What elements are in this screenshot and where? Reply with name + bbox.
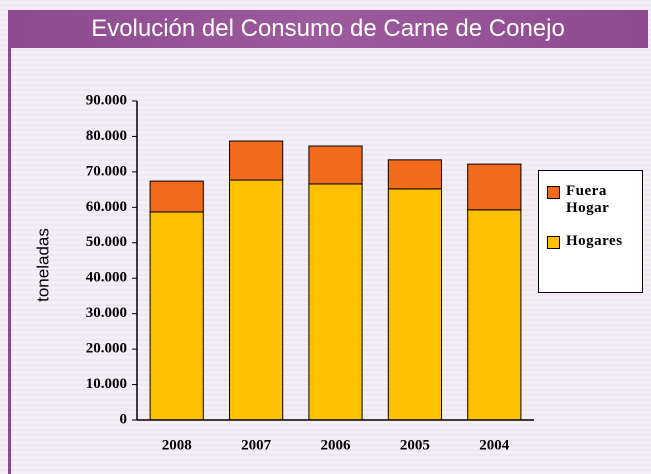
y-tick-label: 50.000: [86, 234, 127, 250]
y-tick-label: 60.000: [86, 199, 127, 215]
x-tick-label: 2006: [321, 437, 352, 453]
legend: Fuera Hogar Hogares: [538, 170, 643, 293]
legend-label: Fuera Hogar: [566, 183, 610, 216]
bar-segment: [467, 209, 522, 421]
y-tick-label: 30.000: [86, 305, 127, 321]
y-tick-label: 40.000: [86, 270, 127, 286]
bar-segment: [387, 188, 442, 421]
y-tick-label: 10.000: [86, 376, 127, 392]
bar-segment: [229, 140, 284, 181]
legend-item: Fuera Hogar: [547, 183, 638, 217]
bar-segment: [308, 145, 363, 185]
y-tick-label: 80.000: [86, 128, 127, 144]
y-tick-label: 90.000: [86, 92, 127, 108]
legend-label: Hogares: [566, 233, 623, 249]
legend-swatch: [547, 186, 560, 199]
x-tick-label: 2007: [241, 437, 272, 453]
y-axis-label: toneladas: [33, 228, 52, 302]
bar-segment: [308, 183, 363, 421]
x-tick-label: 2008: [162, 437, 192, 453]
x-tick-label: 2004: [479, 437, 510, 453]
bar-segment: [149, 180, 204, 213]
y-tick-label: 20.000: [86, 341, 127, 357]
y-tick-label: 70.000: [86, 163, 127, 179]
x-tick-label: 2005: [400, 437, 430, 453]
bar-segment: [229, 179, 284, 421]
chart-title: Evolución del Consumo de Carne de Conejo: [8, 10, 648, 48]
bar-segment: [387, 159, 442, 190]
y-tick-label: 0: [120, 411, 128, 427]
border: [8, 48, 11, 474]
legend-swatch: [547, 236, 560, 249]
bar-segment: [149, 211, 204, 421]
bar-segment: [467, 163, 522, 211]
legend-item: Hogares: [547, 233, 638, 250]
